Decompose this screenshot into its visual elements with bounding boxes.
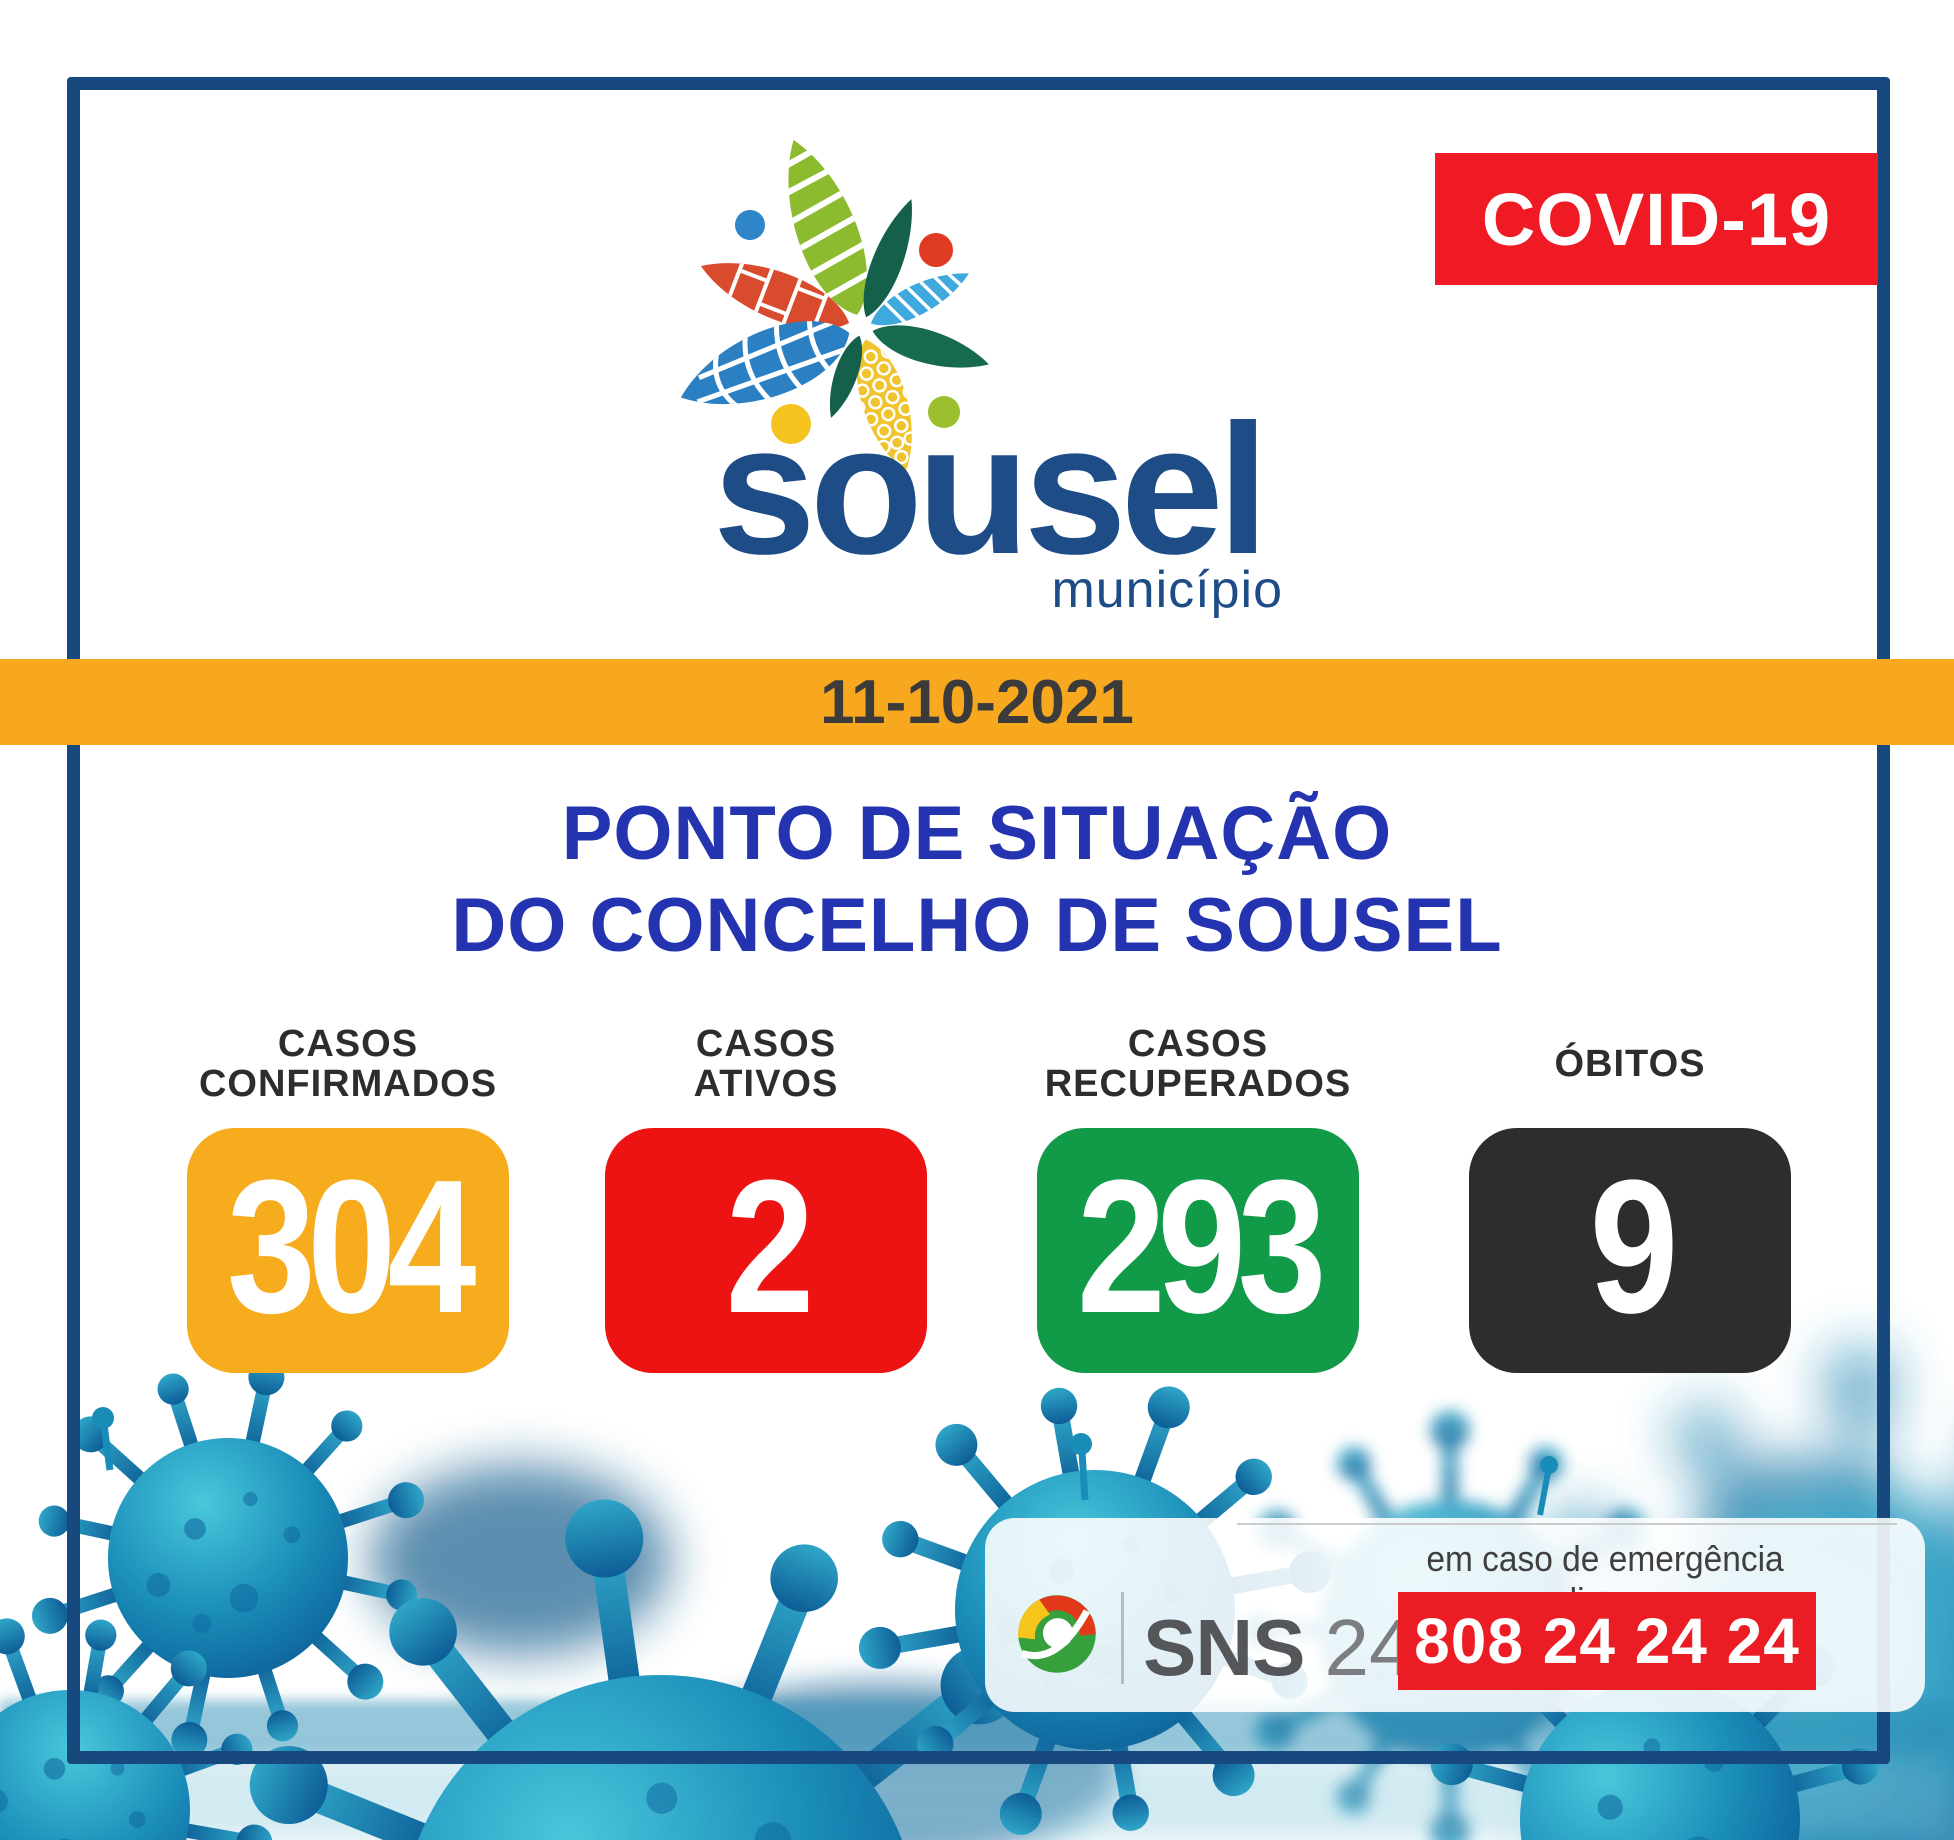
stat-card: 304 <box>187 1128 509 1373</box>
page-title-line1: PONTO DE SITUAÇÃO <box>561 791 1393 876</box>
sousel-logo-flower <box>669 129 994 479</box>
sousel-wordmark: sousel <box>712 387 1269 593</box>
stat-label-line1: CASOS <box>277 1023 419 1065</box>
report-date: 11-10-2021 <box>820 667 1134 737</box>
stat-label: CASOS ATIVOS <box>694 1018 839 1110</box>
stat-label: ÓBITOS <box>1555 1018 1706 1110</box>
stat-label-line1: ÓBITOS <box>1554 1043 1706 1085</box>
stat-card: 2 <box>605 1128 927 1373</box>
stat-card: 9 <box>1469 1128 1791 1373</box>
stat-value: 9 <box>1589 1140 1679 1353</box>
stat-label-line2: ATIVOS <box>693 1063 839 1105</box>
stat-label-line2: RECUPERADOS <box>1044 1063 1352 1105</box>
stat-value: 2 <box>725 1140 815 1353</box>
stat-label-line1: CASOS <box>695 1023 837 1065</box>
emergency-panel: SNS 24 em caso de emergência ligue 808 2… <box>985 1518 1925 1712</box>
stat-label-line1: CASOS <box>1127 1023 1269 1065</box>
stat-obitos: ÓBITOS 9 <box>1460 1018 1800 1373</box>
stat-value: 304 <box>227 1140 476 1353</box>
stat-casos-recuperados: CASOS RECUPERADOS 293 <box>1028 1018 1368 1373</box>
sousel-municipio: município <box>1051 561 1283 619</box>
sns-divider <box>1121 1592 1124 1684</box>
sns24-wordmark: SNS 24 <box>1143 1602 1413 1694</box>
page-title: PONTO DE SITUAÇÃO DO CONCELHO DE SOUSEL <box>0 788 1954 972</box>
sns24-logo-icon <box>1018 1595 1096 1673</box>
stat-casos-ativos: CASOS ATIVOS 2 <box>596 1018 936 1373</box>
covid-19-badge: COVID-19 <box>1435 153 1878 285</box>
frame-border <box>67 77 1890 1764</box>
stat-label: CASOS RECUPERADOS <box>1045 1018 1352 1110</box>
panel-divider-line <box>1237 1523 1897 1525</box>
stat-label-line2: CONFIRMADOS <box>198 1063 498 1105</box>
date-band: 11-10-2021 <box>0 659 1954 745</box>
emergency-phone-number: 808 24 24 24 <box>1414 1605 1800 1677</box>
stat-casos-confirmados: CASOS CONFIRMADOS 304 <box>178 1018 518 1373</box>
sns-label: SNS <box>1143 1603 1305 1692</box>
emergency-phone-badge: 808 24 24 24 <box>1398 1592 1816 1690</box>
page-title-line2: DO CONCELHO DE SOUSEL <box>451 883 1503 968</box>
stat-card: 293 <box>1037 1128 1359 1373</box>
stat-value: 293 <box>1077 1140 1326 1353</box>
covid-19-badge-label: COVID-19 <box>1481 177 1832 261</box>
stat-label: CASOS CONFIRMADOS <box>199 1018 497 1110</box>
